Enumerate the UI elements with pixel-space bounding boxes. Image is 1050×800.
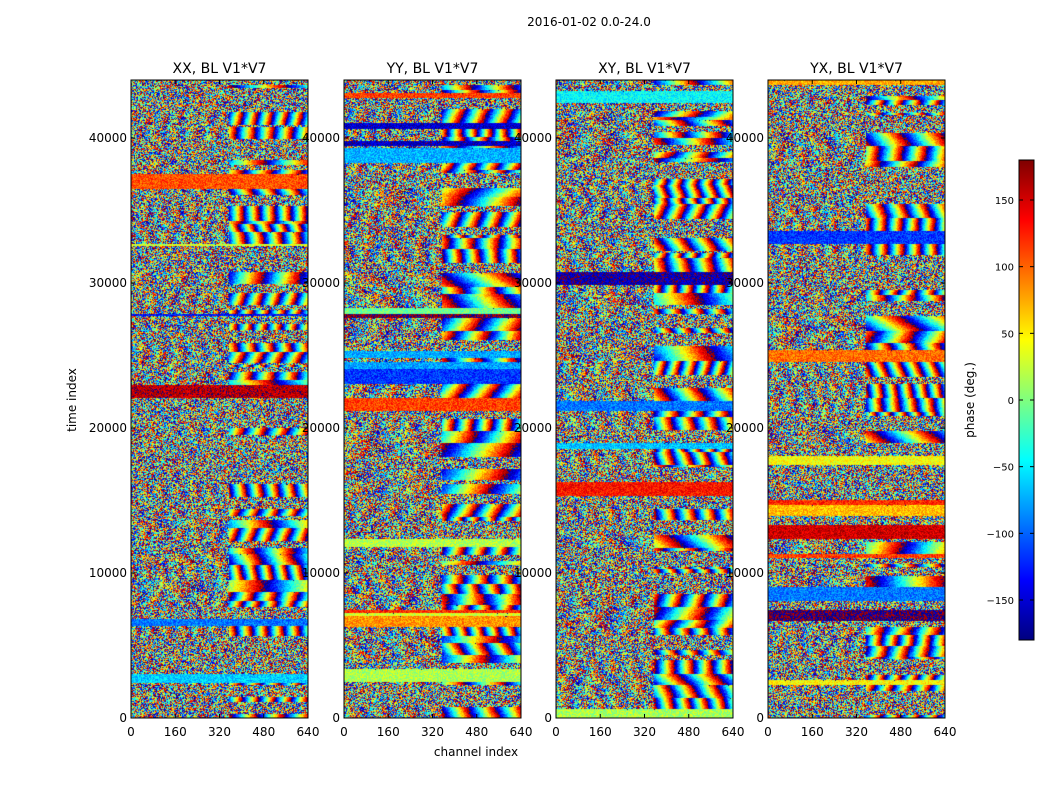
y-tick-label: 0 — [544, 711, 552, 725]
y-tick-label: 30000 — [302, 276, 340, 290]
x-tick-label: 480 — [252, 725, 275, 739]
x-tick-label: 320 — [633, 725, 656, 739]
x-tick-label: 480 — [465, 725, 488, 739]
y-tick-label: 30000 — [89, 276, 127, 290]
phase-heatmap — [131, 80, 308, 718]
y-tick-label: 40000 — [726, 131, 764, 145]
colorbar-gradient — [1019, 160, 1034, 640]
y-axis-label: time index — [65, 368, 79, 432]
x-tick-label: 0 — [552, 725, 560, 739]
y-tick-label: 40000 — [514, 131, 552, 145]
panel-title: XY, BL V1*V7 — [598, 61, 691, 77]
panel-title: YY, BL V1*V7 — [386, 61, 479, 77]
y-tick-label: 10000 — [302, 566, 340, 580]
panels-group: XX, BL V1*V7 0 160 320 480 640 0 10000 20000 3000… — [89, 61, 957, 739]
x-tick-label: 320 — [208, 725, 231, 739]
x-tick-label: 640 — [934, 725, 957, 739]
y-tick-label: 0 — [332, 711, 340, 725]
panel-title: YX, BL V1*V7 — [809, 61, 903, 77]
colorbar-label: phase (deg.) — [963, 362, 977, 438]
x-tick-label: 160 — [589, 725, 612, 739]
y-tick-label: 10000 — [726, 566, 764, 580]
x-tick-label: 640 — [297, 725, 320, 739]
phase-heatmap — [556, 80, 733, 718]
y-tick-label: 20000 — [89, 421, 127, 435]
phase-heatmap — [344, 80, 521, 718]
colorbar-tick-label: 0 — [1008, 396, 1014, 407]
colorbar-tick-label: 50 — [1001, 329, 1014, 340]
x-tick-label: 160 — [377, 725, 400, 739]
x-tick-label: 0 — [764, 725, 772, 739]
x-tick-label: 480 — [677, 725, 700, 739]
panel-3: XY, BL V1*V7 0 160 320 480 640 0 10000 20000 3000… — [514, 61, 745, 739]
panel-1: XX, BL V1*V7 0 160 320 480 640 0 10000 20000 3000… — [89, 61, 320, 739]
y-tick-label: 0 — [756, 711, 764, 725]
x-tick-label: 0 — [340, 725, 348, 739]
y-tick-label: 30000 — [514, 276, 552, 290]
colorbar-tick-label: 100 — [995, 263, 1014, 274]
colorbar: 150 100 50 0 −50 −100 −150 — [987, 159, 1035, 641]
x-tick-label: 640 — [510, 725, 533, 739]
x-tick-label: 320 — [421, 725, 444, 739]
colorbar-tick-label: −150 — [987, 596, 1014, 607]
panel-4: YX, BL V1*V7 0 160 320 480 640 0 10000 20000 3000… — [726, 61, 957, 739]
phase-heatmap — [768, 80, 945, 718]
y-tick-label: 20000 — [302, 421, 340, 435]
x-tick-label: 160 — [164, 725, 187, 739]
y-tick-label: 30000 — [726, 276, 764, 290]
y-tick-label: 40000 — [302, 131, 340, 145]
y-tick-label: 10000 — [514, 566, 552, 580]
x-tick-label: 320 — [845, 725, 868, 739]
y-tick-label: 20000 — [726, 421, 764, 435]
x-axis-label: channel index — [434, 745, 518, 759]
y-tick-label: 10000 — [89, 566, 127, 580]
y-tick-label: 40000 — [89, 131, 127, 145]
colorbar-tick-label: −50 — [993, 463, 1014, 474]
y-tick-label: 20000 — [514, 421, 552, 435]
x-tick-label: 480 — [889, 725, 912, 739]
x-tick-label: 640 — [722, 725, 745, 739]
figure-suptitle: 2016-01-02 0.0-24.0 — [527, 15, 651, 29]
colorbar-tick-label: 150 — [995, 196, 1014, 207]
y-tick-label: 0 — [119, 711, 127, 725]
panel-2: YY, BL V1*V7 0 160 320 480 640 0 10000 20000 3000… — [302, 61, 533, 739]
x-tick-label: 160 — [801, 725, 824, 739]
panel-title: XX, BL V1*V7 — [173, 61, 267, 77]
colorbar-tick-label: −100 — [987, 529, 1014, 540]
x-tick-label: 0 — [127, 725, 135, 739]
